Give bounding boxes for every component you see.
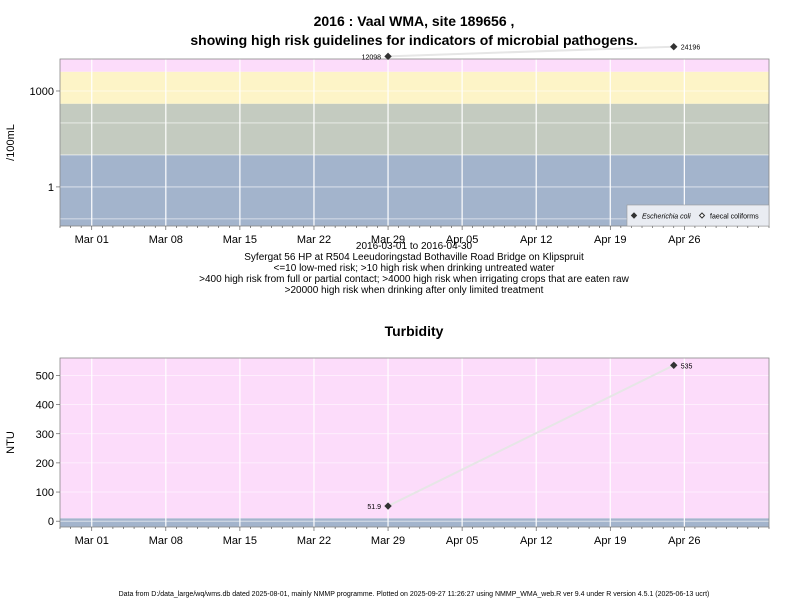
x-tick-label: Mar 15 (223, 234, 257, 246)
y-tick-label: 300 (36, 429, 54, 441)
y-tick-label: 1000 (30, 86, 54, 98)
x-tick-label: Apr 12 (520, 234, 552, 246)
legend-marker-faecal (698, 212, 706, 219)
x-tick-label: Mar 29 (371, 234, 405, 246)
chart-subtitle: showing high risk guidelines for indicat… (190, 32, 637, 48)
x-tick-label: Mar 29 (371, 535, 405, 547)
x-tick-label: Apr 12 (520, 535, 552, 547)
chart-panel-1: Mar 01 Mar 08 Mar 15 Mar 22 Mar 29 Apr 05 Apr … (5, 13, 770, 296)
data-point (670, 43, 678, 51)
info-line: <=10 low-med risk; >10 high risk when dr… (274, 263, 556, 274)
x-tick-label: Mar 01 (75, 535, 109, 547)
x-tick-label: Apr 19 (594, 234, 626, 246)
x-tick-label: Mar 22 (297, 535, 331, 547)
y-tick-label: 400 (36, 400, 54, 412)
plot-frame (59, 357, 770, 528)
y-tick-label: 200 (36, 458, 54, 470)
risk-band (60, 71, 769, 104)
series-line (388, 45, 674, 58)
data-point (670, 361, 678, 369)
x-tick-label: Mar 22 (297, 234, 331, 246)
x-tick-label: Mar 01 (75, 234, 109, 246)
info-line: 2016-03-01 to 2016-04-30 (356, 241, 473, 252)
data-point (384, 52, 392, 61)
x-tick-label: Mar 15 (223, 535, 257, 547)
chart-title: Turbidity (385, 323, 444, 339)
data-label: 535 (681, 363, 693, 370)
legend: Escherichia coli faecal coliforms (626, 204, 770, 227)
legend-label: faecal coliforms (710, 214, 759, 221)
info-line: Syfergat 56 HP at R504 Leeudoringstad Bo… (244, 252, 584, 263)
data-point (384, 502, 392, 510)
y-tick-label: 0 (48, 516, 54, 528)
x-tick-label: Mar 08 (149, 234, 183, 246)
data-label: 24196 (681, 45, 701, 52)
risk-band (60, 358, 769, 519)
x-tick-label: Apr 26 (668, 535, 700, 547)
risk-band (60, 103, 769, 155)
x-tick-label: Apr 19 (594, 535, 626, 547)
risk-band (60, 518, 769, 527)
info-line: >400 high risk from full or partial cont… (199, 274, 629, 285)
legend-box (626, 204, 770, 227)
chart-panel-2: Mar 01 Mar 08 Mar 15 Mar 22 Mar 29 Apr 05 Apr … (5, 323, 770, 547)
footer-note: Data from D:/data_large/wq/wms.db dated … (119, 591, 710, 598)
y-axis-label: NTU (5, 431, 17, 454)
info-line: >20000 high risk when drinking after onl… (285, 285, 544, 296)
legend-marker-ecoli (630, 212, 638, 219)
x-tick-label: Mar 08 (149, 535, 183, 547)
chart-title: 2016 : Vaal WMA, site 189656 , (314, 13, 515, 29)
series-line (387, 364, 675, 507)
y-tick-label: 1 (48, 182, 54, 194)
data-label: 12098 (362, 54, 382, 61)
legend-label: Escherichia coli (642, 214, 691, 221)
x-tick-label: Apr 26 (668, 234, 700, 246)
x-tick-label: Apr 05 (446, 234, 478, 246)
x-tick-label: Apr 05 (446, 535, 478, 547)
y-tick-label: 100 (36, 487, 54, 499)
y-tick-label: 500 (36, 370, 54, 382)
y-axis-label: /100mL (5, 124, 17, 161)
plot-frame (59, 58, 770, 227)
risk-band (60, 59, 769, 72)
data-label: 51.9 (367, 504, 381, 511)
